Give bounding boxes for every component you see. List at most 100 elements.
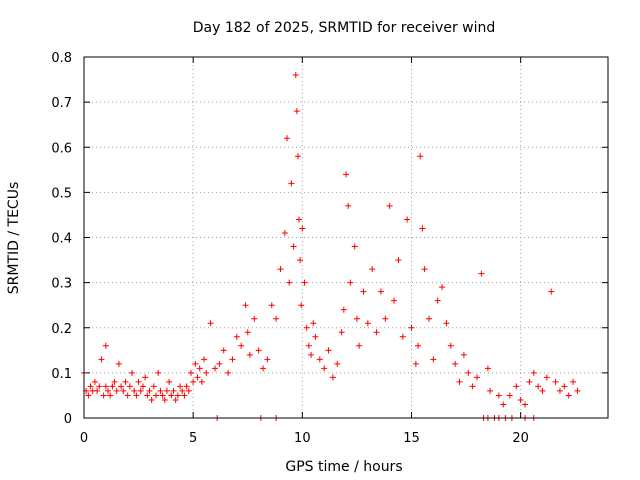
- data-point: [395, 257, 402, 264]
- y-tick-label: 0.7: [51, 96, 72, 111]
- data-point: [273, 315, 280, 322]
- data-point: [238, 342, 245, 349]
- data-point: [153, 392, 160, 399]
- data-point: [87, 383, 94, 390]
- data-point: [216, 360, 223, 367]
- data-point: [168, 392, 175, 399]
- data-point: [415, 342, 422, 349]
- data-point: [469, 383, 476, 390]
- x-axis-label: GPS time / hours: [285, 459, 402, 475]
- data-point: [201, 356, 208, 363]
- data-point: [288, 180, 295, 187]
- x-tick-label: 20: [512, 431, 529, 446]
- data-point: [268, 302, 275, 309]
- data-point: [137, 387, 144, 394]
- data-point: [102, 342, 109, 349]
- data-point: [299, 225, 306, 232]
- y-tick-label: 0: [64, 412, 72, 427]
- data-point: [225, 369, 232, 376]
- x-tick-label: 15: [403, 431, 420, 446]
- data-point: [194, 374, 201, 381]
- data-point: [166, 378, 173, 385]
- data-point: [260, 365, 267, 372]
- y-axis-label: SRMTID / TECUs: [6, 182, 22, 295]
- x-tick-label: 0: [80, 431, 88, 446]
- data-point: [312, 333, 319, 340]
- data-point: [244, 329, 251, 336]
- data-point: [430, 356, 437, 363]
- data-point: [369, 266, 376, 273]
- data-point: [338, 329, 345, 336]
- data-point: [356, 342, 363, 349]
- data-point: [296, 216, 303, 223]
- data-point: [570, 378, 577, 385]
- chart-title: Day 182 of 2025, SRMTID for receiver win…: [193, 20, 496, 36]
- data-point: [345, 202, 352, 209]
- y-tick-label: 0.5: [51, 186, 72, 201]
- data-point: [144, 392, 151, 399]
- data-point: [334, 360, 341, 367]
- plot-frame: [83, 56, 609, 419]
- data-point: [212, 365, 218, 372]
- data-point: [526, 378, 533, 385]
- data-point: [277, 266, 284, 273]
- y-tick-label: 0.8: [51, 51, 72, 66]
- data-point: [347, 279, 354, 286]
- data-point: [85, 392, 92, 399]
- data-point: [109, 383, 116, 390]
- ticks-layer: 0 0.1 0.2 0.3 0.4 0.5 0.6 0.7 0.8 0 5 10 15 20: [51, 51, 608, 446]
- data-point: [565, 392, 572, 399]
- data-point: [122, 378, 129, 385]
- data-point: [163, 387, 170, 394]
- data-point: [574, 387, 581, 394]
- data-point: [364, 320, 371, 327]
- data-point: [517, 396, 524, 403]
- data-point: [434, 297, 441, 304]
- data-point: [98, 356, 105, 363]
- data-point: [391, 297, 398, 304]
- y-tick-label: 0.1: [51, 367, 72, 382]
- data-point: [107, 392, 114, 399]
- data-point: [264, 356, 271, 363]
- data-point: [353, 315, 360, 322]
- data-point: [465, 369, 472, 376]
- data-point: [310, 320, 317, 327]
- data-point: [157, 387, 164, 394]
- data-point: [303, 324, 310, 331]
- data-point: [417, 153, 424, 160]
- data-point: [478, 270, 485, 277]
- data-point: [290, 243, 297, 250]
- data-point: [233, 333, 240, 340]
- data-point: [196, 365, 203, 372]
- data-point: [207, 320, 214, 327]
- data-point: [419, 225, 426, 232]
- data-point: [399, 333, 406, 340]
- data-point: [460, 351, 467, 358]
- data-point: [522, 401, 529, 408]
- data-point: [174, 392, 181, 399]
- data-point: [181, 392, 188, 399]
- y-tick-label: 0.2: [51, 322, 72, 337]
- data-point: [105, 387, 112, 394]
- data-point: [135, 378, 142, 385]
- data-point: [297, 257, 304, 264]
- data-point: [187, 369, 194, 376]
- data-point: [115, 360, 122, 367]
- data-point: [142, 374, 149, 381]
- data-point: [360, 288, 367, 295]
- data-point: [94, 387, 101, 394]
- data-point: [513, 383, 520, 390]
- data-point: [172, 396, 179, 403]
- data-point: [561, 383, 568, 390]
- data-point: [111, 378, 118, 385]
- y-tick-label: 0.6: [51, 141, 72, 156]
- y-tick-label: 0.4: [51, 232, 72, 247]
- data-point: [530, 369, 537, 376]
- data-point: [91, 378, 98, 385]
- data-point: [292, 72, 299, 79]
- data-point: [443, 320, 450, 327]
- data-point: [329, 374, 336, 381]
- data-point: [298, 302, 305, 309]
- data-point: [177, 383, 184, 390]
- y-tick-label: 0.3: [51, 277, 72, 292]
